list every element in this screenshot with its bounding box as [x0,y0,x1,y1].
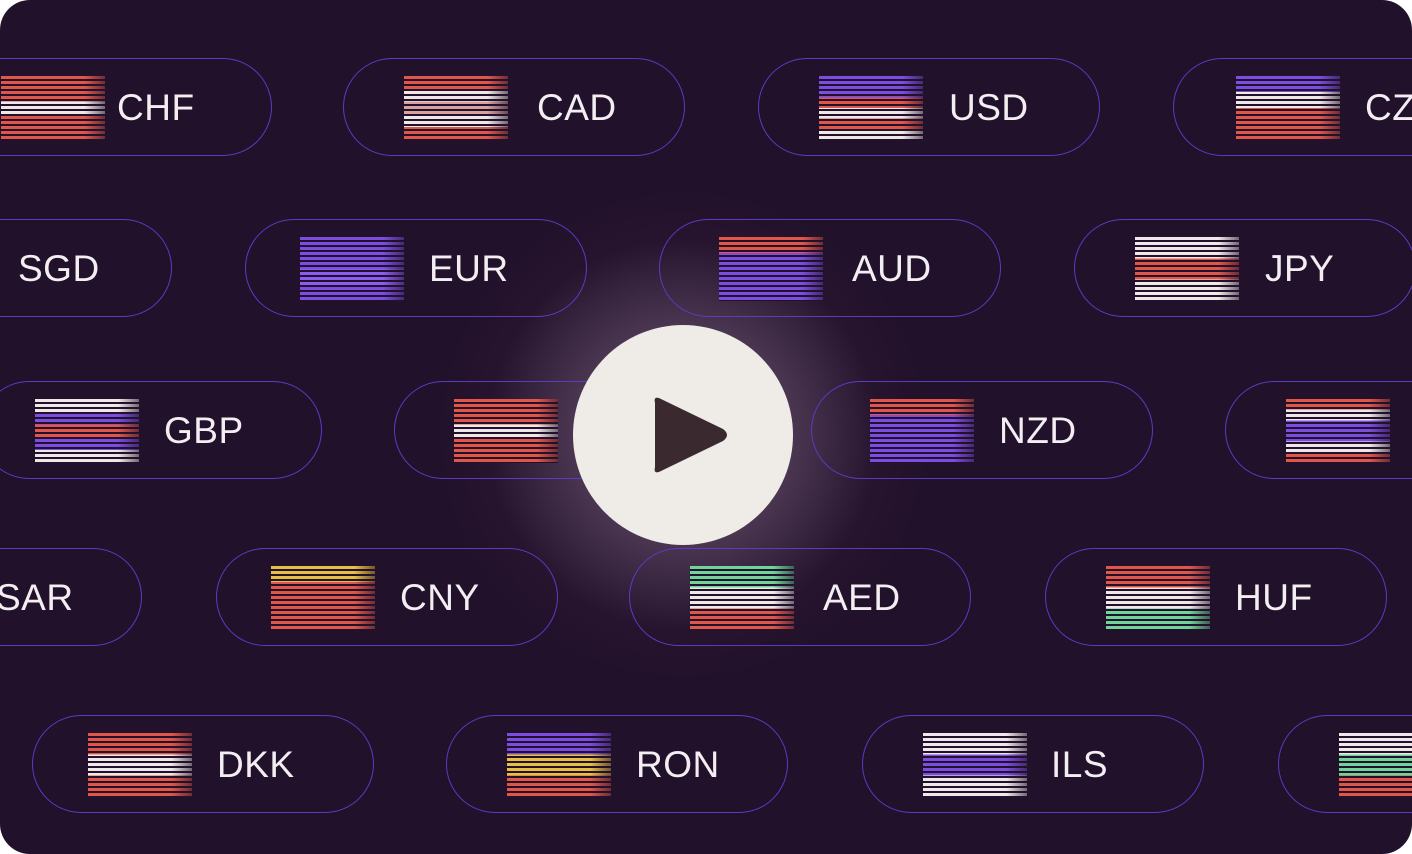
flag-icon [1286,399,1390,463]
currency-code: AED [823,577,901,618]
flag-icon [454,399,558,463]
currency-pill-eur: EUR [245,219,587,317]
currency-code: CHF [117,87,195,128]
flag-icon [1135,237,1239,301]
flag-icon [1,76,105,140]
currency-code: DKK [217,744,295,785]
currency-pill-dkk: DKK [32,715,374,813]
currency-code: ILS [1051,744,1109,785]
currency-code: CAD [537,87,617,128]
play-button[interactable] [573,325,793,545]
currency-code: CNY [400,577,480,618]
currency-pill-cad: CAD [343,58,685,156]
flag-icon [719,237,823,301]
currency-code: SAR [0,577,74,618]
currency-pill-jpy: JPY [1074,219,1412,317]
currency-pill-usd: USD [758,58,1100,156]
flag-icon [690,566,794,630]
flag-icon [507,733,611,797]
currency-pill-cny: CNY [216,548,558,646]
currency-pill-gbp: GBP [0,381,322,479]
currency-pill-aed: AED [629,548,971,646]
flag-icon [271,566,375,630]
flag-icon [870,399,974,463]
flag-icon [300,237,404,301]
currency-pill-ils: ILS [862,715,1204,813]
flag-icon [88,733,192,797]
currency-pill-ron: RON [446,715,788,813]
currency-pill-nzd: NZD [811,381,1153,479]
currency-code: JPY [1265,248,1335,289]
flag-icon [35,399,139,463]
currency-code: SGD [18,248,100,289]
currency-code: USD [949,87,1029,128]
currency-code: GBP [164,410,244,451]
flag-icon [1106,566,1210,630]
currency-pill-chf: CHF [0,58,272,156]
currency-code: HUF [1235,577,1313,618]
flag-icon [819,76,923,140]
currency-pill-sgd: SGD [0,219,172,317]
flag-icon [1339,733,1412,797]
currency-pill-czk: CZK [1173,58,1412,156]
currency-code: NZD [999,410,1077,451]
currency-pill-unlabeled [1278,715,1412,813]
currency-code: EUR [429,248,509,289]
currency-code: CZK [1365,87,1412,128]
currency-pill-huf: HUF [1045,548,1387,646]
currency-code: RON [636,744,720,785]
flag-icon [404,76,508,140]
currency-code: AUD [852,248,932,289]
play-icon [654,397,727,473]
currency-pill-sar: SAR [0,548,142,646]
flag-icon [1236,76,1340,140]
flag-icon [923,733,1027,797]
currency-pill-aud: AUD [659,219,1001,317]
currency-pill-unlabeled [1225,381,1412,479]
